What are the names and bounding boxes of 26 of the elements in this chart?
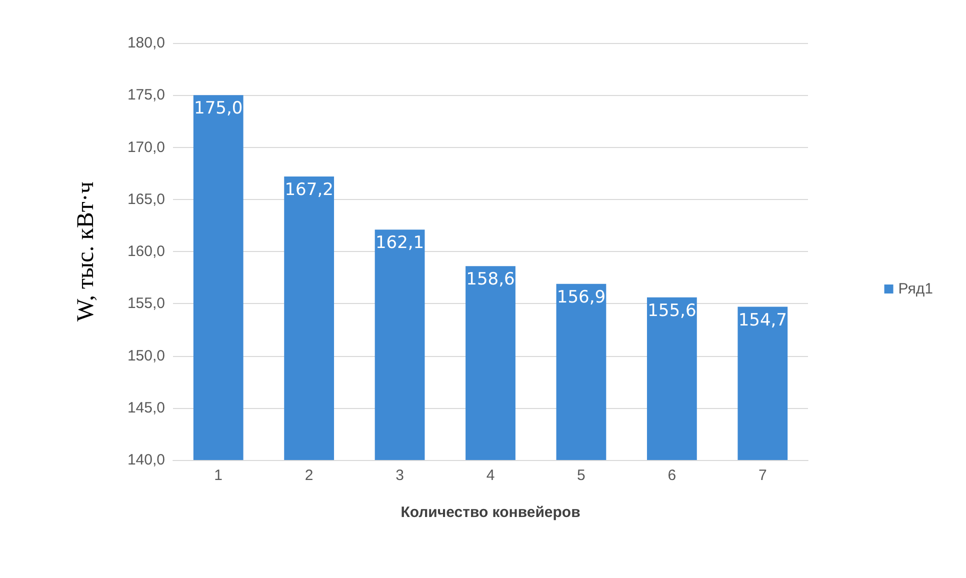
data-label: 155,6	[648, 300, 696, 321]
y-tick-label: 160,0	[127, 243, 165, 260]
data-label: 167,2	[284, 180, 334, 200]
x-tick-label: 3	[396, 467, 404, 484]
x-tick-label: 1	[214, 467, 223, 484]
y-tick-label: 150,0	[127, 347, 165, 364]
y-tick-label: 175,0	[127, 86, 165, 104]
data-label: 162,1	[375, 233, 424, 254]
y-tick-label: 170,0	[127, 138, 165, 156]
legend-label: Ряд1	[898, 280, 934, 298]
y-tick-label: 140,0	[127, 452, 165, 468]
x-tick-label: 2	[304, 467, 314, 484]
x-tick-label: 4	[486, 467, 495, 484]
x-tick-label: 7	[758, 467, 767, 484]
y-tick-label: 165,0	[127, 190, 165, 208]
x-tick-label: 5	[577, 467, 586, 484]
x-axis-title: Количество конвейеров	[400, 504, 580, 521]
y-tick-label: 180,0	[127, 34, 165, 52]
data-label: 154,7	[738, 310, 787, 330]
data-label: 175,0	[194, 98, 243, 119]
x-tick-label: 6	[668, 467, 676, 484]
data-label: 156,9	[556, 287, 606, 308]
y-tick-label: 145,0	[127, 399, 165, 416]
data-label: 158,6	[466, 270, 515, 290]
y-axis-title: W, тыс. кВт·ч	[73, 182, 99, 322]
y-tick-label: 155,0	[127, 295, 165, 312]
